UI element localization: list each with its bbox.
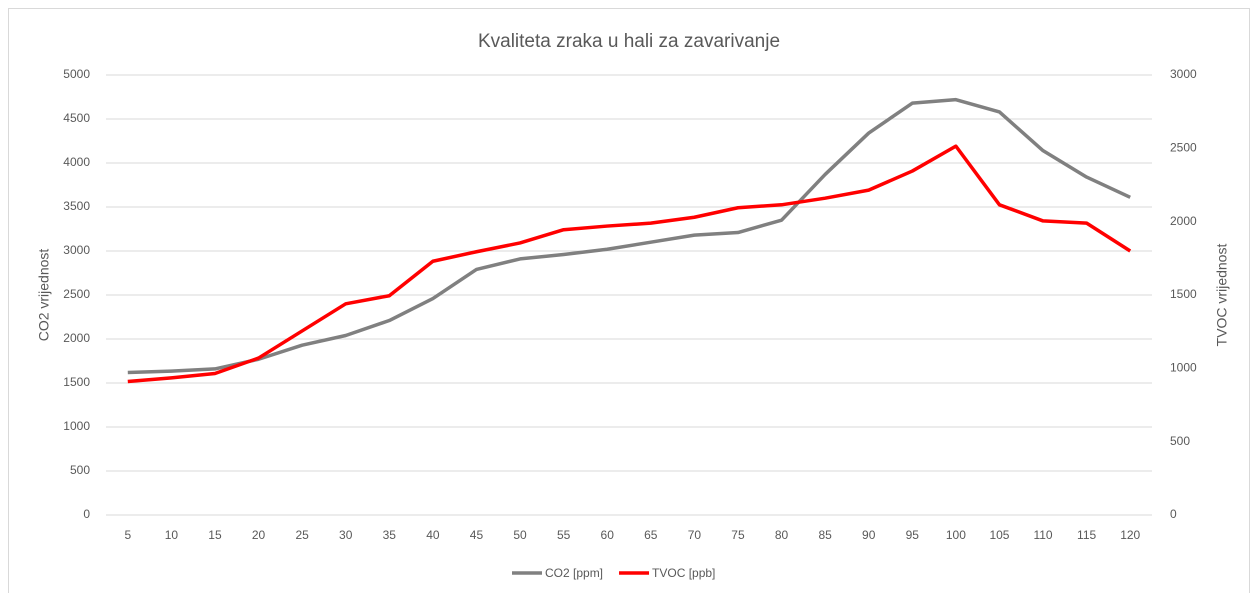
x-tick-label: 50	[513, 528, 527, 542]
y-tick-label: 1000	[63, 419, 90, 433]
x-tick-label: 25	[295, 528, 309, 542]
y2-tick-label: 0	[1170, 507, 1177, 521]
x-tick-label: 20	[252, 528, 266, 542]
chart-border	[8, 8, 1250, 593]
x-tick-label: 85	[818, 528, 832, 542]
x-tick-label: 115	[1077, 528, 1096, 542]
series-line	[127, 97, 1131, 375]
y-tick-label: 1500	[63, 375, 90, 389]
x-tick-label: 80	[775, 528, 789, 542]
legend-label: TVOC [ppb]	[652, 566, 715, 580]
x-tick-label: 75	[731, 528, 745, 542]
y2-tick-label: 1500	[1170, 287, 1197, 301]
x-tick-label: 95	[906, 528, 920, 542]
x-tick-label: 35	[383, 528, 397, 542]
x-tick-label: 120	[1120, 528, 1140, 542]
y-axis-title: CO2 vrijednost	[36, 249, 52, 342]
legend-label: CO2 [ppm]	[545, 566, 603, 580]
x-tick-label: 10	[165, 528, 179, 542]
chart-title: Kvaliteta zraka u hali za zavarivanje	[478, 31, 780, 52]
y-tick-label: 4000	[63, 155, 90, 169]
x-tick-label: 100	[946, 528, 966, 542]
x-tick-label: 70	[688, 528, 702, 542]
y-tick-label: 500	[70, 463, 90, 477]
y2-tick-label: 2000	[1170, 214, 1197, 228]
y2-tick-label: 1000	[1170, 361, 1197, 375]
x-tick-label: 15	[208, 528, 222, 542]
y-tick-label: 0	[83, 507, 90, 521]
series-line	[127, 144, 1132, 384]
y-tick-label: 2000	[63, 331, 90, 345]
x-tick-label: 5	[124, 528, 131, 542]
y-tick-label: 2500	[63, 287, 90, 301]
x-tick-label: 90	[862, 528, 876, 542]
x-tick-label: 60	[601, 528, 615, 542]
x-tick-label: 110	[1033, 528, 1052, 542]
y2-tick-label: 2500	[1170, 141, 1197, 155]
x-tick-label: 105	[989, 528, 1009, 542]
y-tick-label: 3500	[63, 199, 90, 213]
y2-tick-label: 500	[1170, 434, 1190, 448]
x-tick-label: 55	[557, 528, 571, 542]
y-tick-label: 3000	[63, 243, 90, 257]
y-tick-label: 5000	[63, 67, 90, 81]
y2-tick-label: 3000	[1170, 67, 1197, 81]
x-tick-label: 45	[470, 528, 484, 542]
x-tick-label: 40	[426, 528, 440, 542]
y2-axis-title: TVOC vrijednost	[1214, 244, 1230, 347]
x-tick-label: 30	[339, 528, 353, 542]
x-tick-label: 65	[644, 528, 658, 542]
y-tick-label: 4500	[63, 111, 90, 125]
